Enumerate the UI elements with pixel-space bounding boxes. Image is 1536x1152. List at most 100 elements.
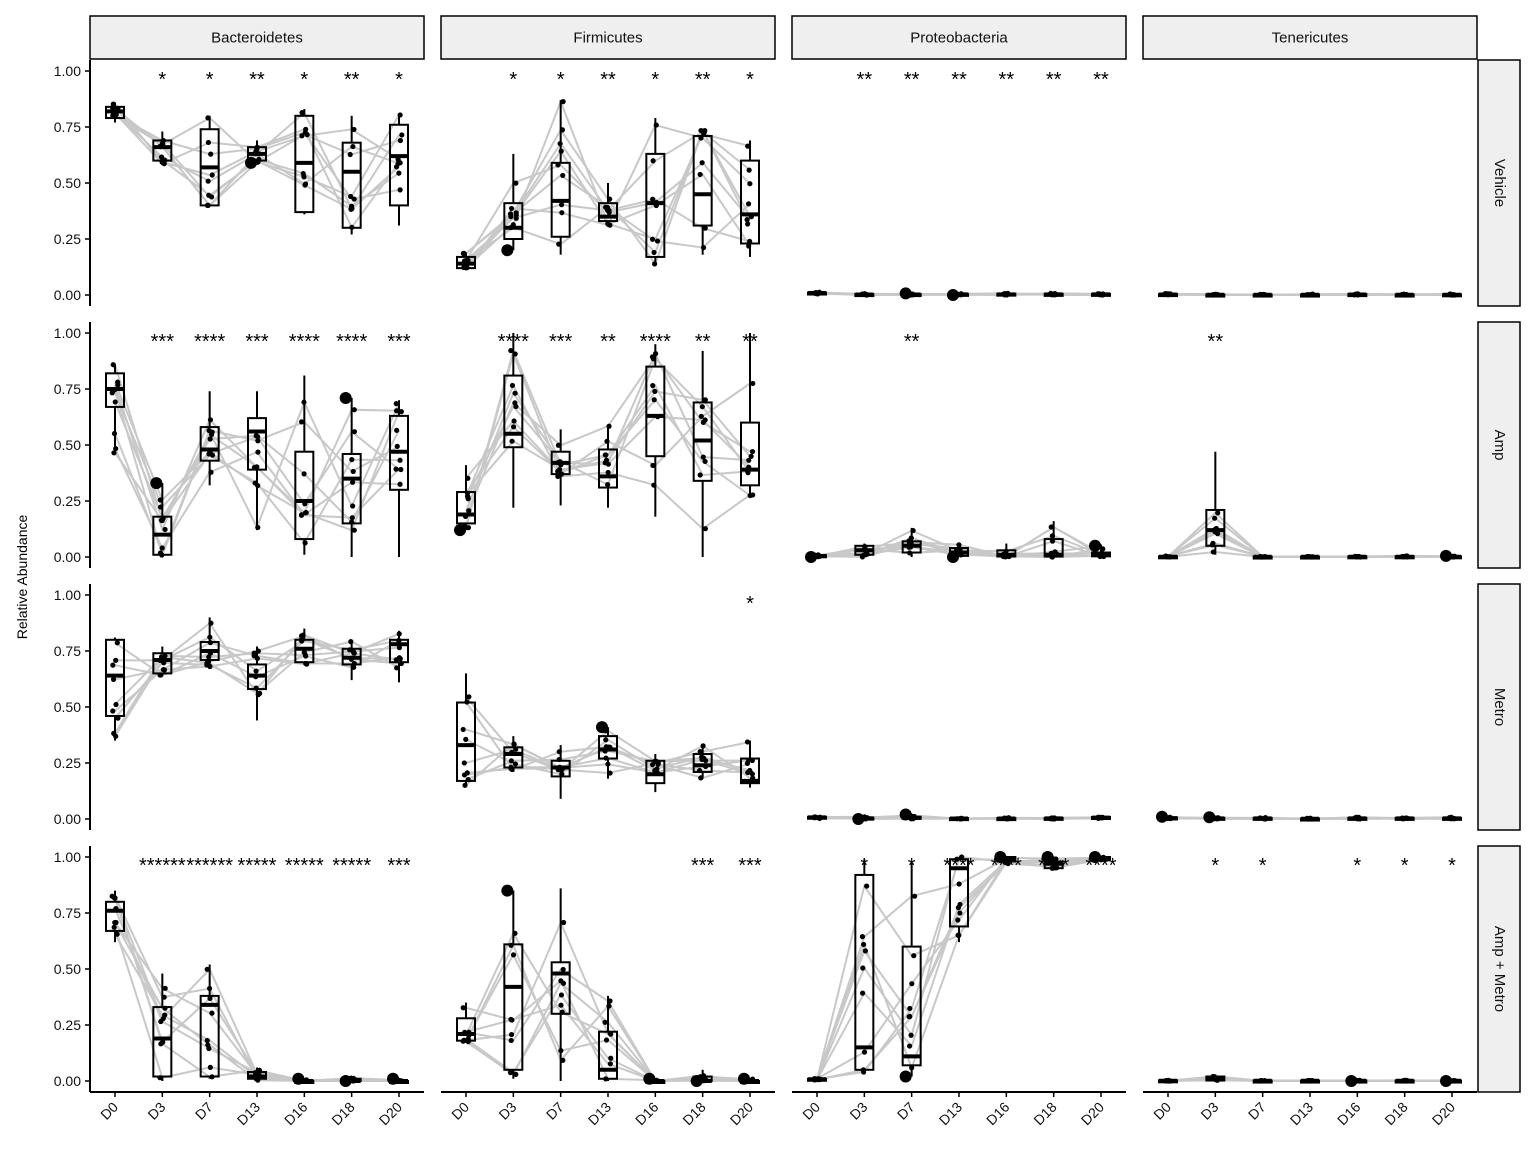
data-point: [1451, 815, 1457, 822]
data-point: [513, 180, 519, 186]
data-point: [351, 407, 357, 413]
data-point: [654, 1078, 660, 1084]
data-point: [1212, 515, 1218, 521]
data-point: [347, 193, 354, 200]
significance-stars: ****: [498, 331, 529, 353]
data-point: [208, 620, 214, 626]
data-point: [298, 633, 305, 639]
data-point: [651, 249, 657, 256]
data-point: [207, 1064, 213, 1070]
data-point: [607, 196, 613, 202]
data-point: [348, 639, 354, 645]
data-point: [113, 905, 119, 912]
data-point: [111, 450, 117, 456]
significance-stars: *: [1211, 855, 1219, 877]
data-point: [255, 438, 261, 444]
y-tick-label: 0.50: [54, 961, 81, 977]
row-strip-label: Vehicle: [1491, 159, 1508, 207]
x-tick-label: D18: [679, 1099, 709, 1129]
y-tick-label: 0.50: [54, 175, 81, 191]
data-point: [1214, 1076, 1220, 1083]
data-point: [301, 471, 307, 477]
data-point: [1049, 865, 1055, 871]
row-strip: [1477, 583, 1521, 831]
data-point: [396, 631, 402, 637]
data-point: [204, 662, 210, 668]
data-point: [558, 202, 565, 208]
data-point: [702, 458, 708, 465]
data-point: [207, 650, 214, 656]
data-point: [1356, 814, 1362, 820]
column-strip-label: Bacteroidetes: [211, 30, 303, 47]
data-point: [299, 110, 305, 116]
data-point: [653, 770, 659, 776]
data-point: [1447, 815, 1453, 822]
data-point: [462, 513, 469, 519]
data-point: [603, 1076, 609, 1082]
data-point: [303, 509, 309, 516]
significance-stars: *: [1259, 855, 1267, 877]
outlier-point: [1440, 549, 1452, 562]
outlier-point: [690, 1075, 703, 1087]
data-point: [1304, 554, 1310, 560]
data-point: [1212, 529, 1218, 535]
subject-trajectory-line: [114, 895, 400, 1082]
significance-stars: *: [158, 69, 166, 91]
data-point: [698, 127, 704, 134]
data-point: [861, 941, 867, 948]
data-point: [399, 1078, 405, 1084]
y-tick-label: 0.00: [54, 287, 81, 303]
data-point: [396, 637, 402, 644]
column-strip-label: Firmicutes: [573, 30, 642, 47]
data-point: [864, 815, 870, 821]
data-point: [207, 634, 213, 640]
data-point: [957, 901, 963, 908]
data-point: [557, 467, 563, 473]
data-point: [254, 464, 260, 470]
subject-trajectory-line: [1167, 516, 1453, 558]
data-point: [907, 1043, 913, 1049]
data-point: [253, 1076, 259, 1082]
data-point: [1307, 816, 1313, 822]
box-iqr: [294, 450, 315, 541]
data-point: [746, 167, 752, 173]
column-strip-label: Tenericutes: [1272, 30, 1349, 47]
data-point: [158, 672, 164, 678]
y-tick-label: 0.00: [54, 1073, 81, 1089]
data-point: [304, 132, 310, 138]
data-point: [396, 170, 402, 176]
data-point: [909, 981, 915, 987]
x-tick-label: D0: [448, 1099, 472, 1123]
data-point: [698, 135, 704, 141]
data-point: [302, 540, 308, 546]
data-point: [351, 650, 357, 656]
data-point: [351, 429, 358, 435]
data-point: [699, 756, 705, 763]
data-point: [394, 427, 400, 433]
data-point: [397, 187, 403, 193]
y-tick-label: 0.75: [54, 643, 81, 659]
facet-panel: * * ** * ** *: [105, 69, 409, 235]
outlier-point: [852, 813, 865, 825]
outlier-point: [994, 851, 1007, 863]
data-point: [114, 931, 120, 937]
data-point: [257, 690, 263, 696]
data-point: [399, 132, 405, 138]
data-point: [115, 715, 121, 721]
data-point: [465, 776, 471, 783]
data-point: [811, 814, 818, 820]
data-point: [1049, 554, 1055, 560]
data-point: [351, 664, 357, 670]
box-iqr: [389, 123, 409, 207]
data-point: [302, 501, 308, 507]
box-iqr: [740, 421, 760, 487]
facet-panel: *** **** *** **** **** ***: [105, 331, 411, 559]
data-point: [512, 761, 519, 767]
box-iqr: [645, 152, 666, 258]
data-point: [607, 222, 613, 228]
data-point: [110, 105, 116, 112]
data-point: [206, 192, 212, 198]
data-point: [255, 524, 261, 531]
data-point: [209, 172, 215, 178]
data-point: [394, 443, 400, 449]
